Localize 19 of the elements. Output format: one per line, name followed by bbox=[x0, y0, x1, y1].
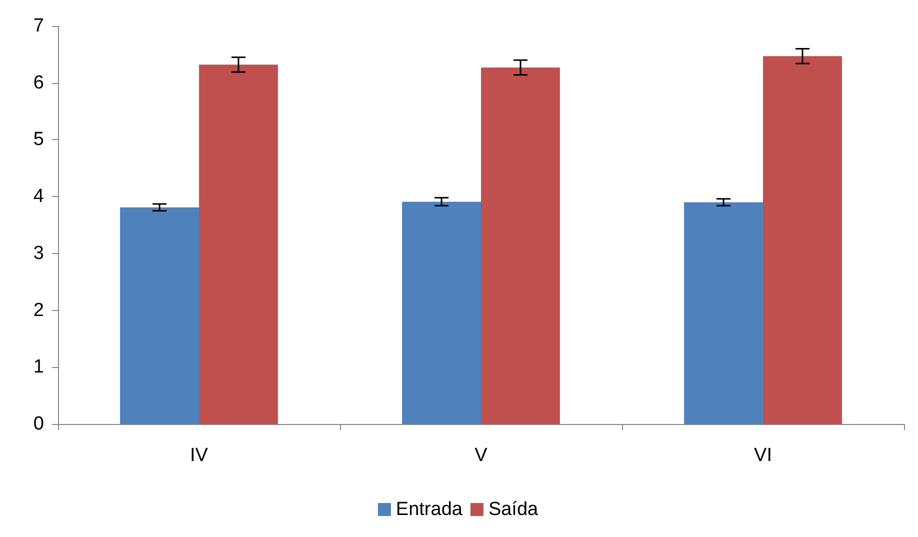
y-tick-label: 0 bbox=[33, 414, 44, 434]
y-tick-label: 1 bbox=[33, 356, 44, 378]
bar bbox=[481, 68, 560, 424]
y-tick-label: 4 bbox=[33, 186, 44, 208]
bar bbox=[199, 64, 278, 424]
bar bbox=[763, 56, 842, 424]
x-tick-label: IV bbox=[190, 445, 208, 466]
x-tick-label: VI bbox=[754, 445, 772, 466]
legend-label: Entrada bbox=[396, 499, 463, 520]
y-tick-label: 5 bbox=[33, 129, 44, 150]
x-tick-label: V bbox=[474, 445, 488, 466]
bar bbox=[120, 207, 199, 424]
y-tick-label: 7 bbox=[33, 16, 44, 36]
bar bbox=[684, 202, 763, 424]
y-tick-label: 3 bbox=[33, 242, 44, 264]
y-tick-label: 6 bbox=[33, 72, 44, 94]
bar bbox=[402, 202, 481, 424]
legend-label: Saída bbox=[488, 499, 539, 520]
y-tick-label: 2 bbox=[33, 300, 44, 321]
